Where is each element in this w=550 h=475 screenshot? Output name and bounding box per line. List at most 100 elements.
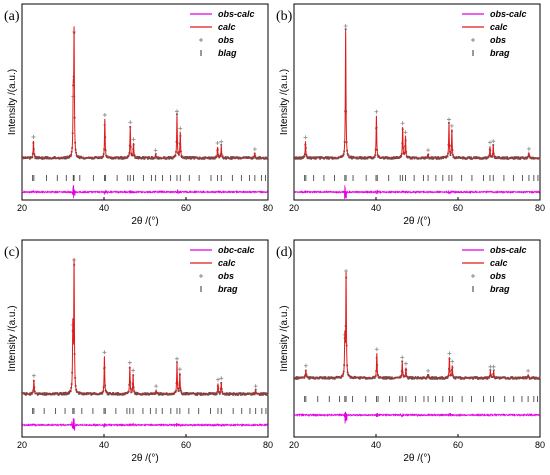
observed-point <box>491 139 496 144</box>
legend-entry: brag <box>490 48 510 58</box>
bragg-ticks <box>32 408 267 414</box>
observed-point <box>426 148 431 153</box>
calculated-curve <box>294 29 540 159</box>
observed-point <box>526 368 531 373</box>
x-tick-label: 60 <box>181 203 191 213</box>
x-tick-label: 60 <box>453 203 463 213</box>
legend-swatch <box>199 38 203 42</box>
observed-point <box>446 117 451 122</box>
observed-point <box>31 134 36 139</box>
bragg-ticks <box>304 396 538 402</box>
legend-entry: obc-calc <box>218 245 255 255</box>
x-tick-label: 80 <box>263 440 273 450</box>
x-axis-title: 2θ /(°) <box>403 216 430 227</box>
observed-point <box>374 347 379 352</box>
bragg-ticks <box>32 175 266 181</box>
observed-point <box>252 147 257 152</box>
observed-point <box>177 367 182 372</box>
calculated-curve <box>22 258 268 395</box>
difference-curve <box>21 418 269 431</box>
difference-curve <box>293 185 541 200</box>
panel-label: (c) <box>4 245 20 260</box>
observed-point <box>174 109 179 114</box>
x-tick-label: 20 <box>17 203 27 213</box>
legend: obs-calc calc obs blag <box>190 9 255 58</box>
y-axis-title: Intensity /(a.u.) <box>279 69 290 135</box>
x-tick-label: 60 <box>181 440 191 450</box>
observed-point <box>449 123 454 128</box>
x-tick-label: 40 <box>99 203 109 213</box>
bragg-ticks <box>304 175 539 181</box>
legend-entry: brag <box>490 284 510 294</box>
panel-d: 20 40 60 80 2θ /(°) Intensity /(a.u.) (d) obs-c… <box>276 239 545 464</box>
x-axis-title: 2θ /(°) <box>403 453 430 464</box>
x-tick-label: 80 <box>263 203 273 213</box>
x-tick-label: 80 <box>535 440 545 450</box>
observed-point <box>450 359 455 364</box>
x-tick-label: 40 <box>371 440 381 450</box>
observed-point <box>102 350 107 355</box>
observed-point <box>403 361 408 366</box>
legend-entry: calc <box>218 258 236 268</box>
legend-entry: calc <box>490 22 508 32</box>
observed-point <box>102 112 107 117</box>
observed-point <box>131 137 136 142</box>
legend-entry: obs-calc <box>490 245 527 255</box>
observed-point <box>403 130 408 135</box>
observed-point <box>127 360 132 365</box>
legend: obs-calc calc obs brag <box>462 245 527 294</box>
panel-c: 20 40 60 80 2θ /(°) Intensity /(a.u.) (c) obc-c… <box>4 239 273 464</box>
calculated-curve <box>294 271 540 379</box>
x-tick-label: 60 <box>453 440 463 450</box>
x-tick-label: 40 <box>99 440 109 450</box>
x-tick-label: 20 <box>17 440 27 450</box>
y-axis-title: Intensity /(a.u.) <box>7 69 18 135</box>
x-tick-label: 20 <box>289 203 299 213</box>
y-axis-title: Intensity /(a.u.) <box>7 305 18 371</box>
legend-swatch <box>199 274 203 278</box>
legend-entry: obs <box>218 35 234 45</box>
observed-point <box>154 384 159 389</box>
legend-entry: calc <box>218 22 236 32</box>
legend-entry: obs <box>218 271 234 281</box>
plot-frame <box>293 3 541 201</box>
calculated-curve <box>22 26 268 159</box>
panel-a: 20 40 60 80 2θ /(°) Intensity /(a.u.) (a) obs-c… <box>4 3 273 227</box>
y-axis-title: Intensity /(a.u.) <box>279 305 290 371</box>
legend-entry: brag <box>218 284 238 294</box>
observed-point <box>374 109 379 114</box>
observed-point <box>128 120 133 125</box>
observed-point <box>303 363 308 368</box>
legend-swatch <box>471 38 475 42</box>
observed-point <box>400 355 405 360</box>
legend-swatch <box>471 274 475 278</box>
panel-b: 20 40 60 80 2θ /(°) Intensity /(a.u.) (b) obs-c… <box>276 3 545 227</box>
legend-entry: blag <box>218 48 237 58</box>
panel-label: (b) <box>276 9 293 24</box>
observed-point <box>31 373 36 378</box>
observed-point <box>526 146 531 151</box>
observed-point <box>400 121 405 126</box>
plot-frame <box>293 239 541 438</box>
x-axis-title: 2θ /(°) <box>131 453 158 464</box>
observed-point <box>131 368 136 373</box>
panel-label: (d) <box>276 245 293 260</box>
observed-point <box>215 141 220 146</box>
observed-point <box>253 384 258 389</box>
observed-point <box>219 376 224 381</box>
panel-label: (a) <box>4 9 20 24</box>
legend-entry: obs-calc <box>490 9 527 19</box>
observed-point <box>153 148 158 153</box>
legend-entry: obs <box>490 271 506 281</box>
observed-point <box>219 139 224 144</box>
x-tick-label: 80 <box>535 203 545 213</box>
difference-curve <box>293 411 541 424</box>
observed-point <box>343 24 348 28</box>
difference-curve <box>21 185 269 199</box>
legend: obc-calc calc obs brag <box>190 245 255 294</box>
observed-point <box>174 356 179 361</box>
legend: obs-calc calc obs brag <box>462 9 527 58</box>
x-tick-label: 40 <box>371 203 381 213</box>
legend-entry: calc <box>490 258 508 268</box>
legend-entry: obs-calc <box>218 9 255 19</box>
